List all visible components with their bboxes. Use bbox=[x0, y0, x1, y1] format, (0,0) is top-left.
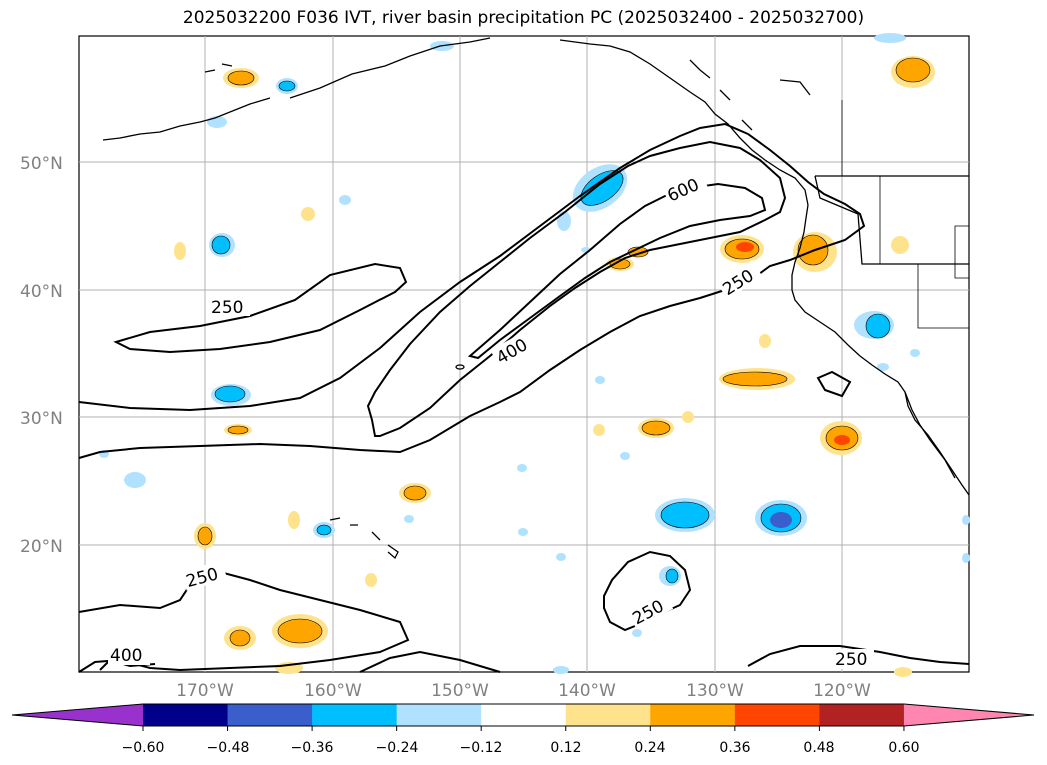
colorbar-segment bbox=[819, 704, 905, 726]
lon-label-130w: 130°W bbox=[686, 681, 744, 701]
colorbar bbox=[11, 703, 1035, 731]
lat-label-30n: 30°N bbox=[20, 409, 63, 429]
longitude-labels: 170°W 160°W 150°W 140°W 130°W 120°W bbox=[176, 681, 871, 701]
colorbar-tick-label: −0.48 bbox=[207, 740, 250, 756]
colorbar-segment bbox=[481, 704, 567, 726]
colorbar-extend-high bbox=[903, 704, 1034, 726]
lon-label-160w: 160°W bbox=[304, 681, 362, 701]
colorbar-segment bbox=[396, 704, 482, 726]
colorbar-tick-label: 0.48 bbox=[803, 740, 834, 756]
colorbar-tick-label: −0.36 bbox=[291, 740, 334, 756]
lon-label-140w: 140°W bbox=[558, 681, 616, 701]
contour-label-400-sw: 400 bbox=[110, 646, 142, 666]
colorbar-segment bbox=[565, 704, 651, 726]
lat-label-20n: 20°N bbox=[20, 537, 63, 557]
contour-label-250-se: 250 bbox=[835, 650, 867, 670]
colorbar-segment bbox=[143, 704, 229, 726]
gridlines bbox=[79, 36, 969, 672]
contour-label-250-west: 250 bbox=[211, 298, 243, 318]
lon-label-170w: 170°W bbox=[176, 681, 234, 701]
colorbar-tick-labels: −0.60 −0.48 −0.36 −0.24 −0.12 0.12 0.24 … bbox=[122, 740, 920, 756]
colorbar-tick-label: 0.60 bbox=[888, 740, 919, 756]
colorbar-tick-label: 0.24 bbox=[634, 740, 665, 756]
colorbar-extend-low bbox=[12, 704, 143, 726]
colorbar-segment bbox=[650, 704, 736, 726]
colorbar-segment bbox=[312, 704, 398, 726]
colorbar-segment bbox=[734, 704, 820, 726]
colorbar-tick-label: 0.12 bbox=[550, 740, 581, 756]
map-title: 2025032200 F036 IVT, river basin precipi… bbox=[182, 8, 865, 28]
ivt-contours bbox=[78, 122, 970, 673]
precip-patches bbox=[99, 33, 970, 677]
lat-label-40n: 40°N bbox=[20, 282, 63, 302]
lat-label-50n: 50°N bbox=[20, 154, 63, 174]
lon-label-120w: 120°W bbox=[813, 681, 871, 701]
latitude-labels: 50°N 40°N 30°N 20°N bbox=[20, 154, 63, 557]
colorbar-tick-label: −0.24 bbox=[376, 740, 419, 756]
colorbar-tick-label: −0.60 bbox=[122, 740, 165, 756]
lon-label-150w: 150°W bbox=[431, 681, 489, 701]
colorbar-tick-label: 0.36 bbox=[719, 740, 750, 756]
colorbar-segment bbox=[227, 704, 313, 726]
colorbar-tick-label: −0.12 bbox=[460, 740, 503, 756]
